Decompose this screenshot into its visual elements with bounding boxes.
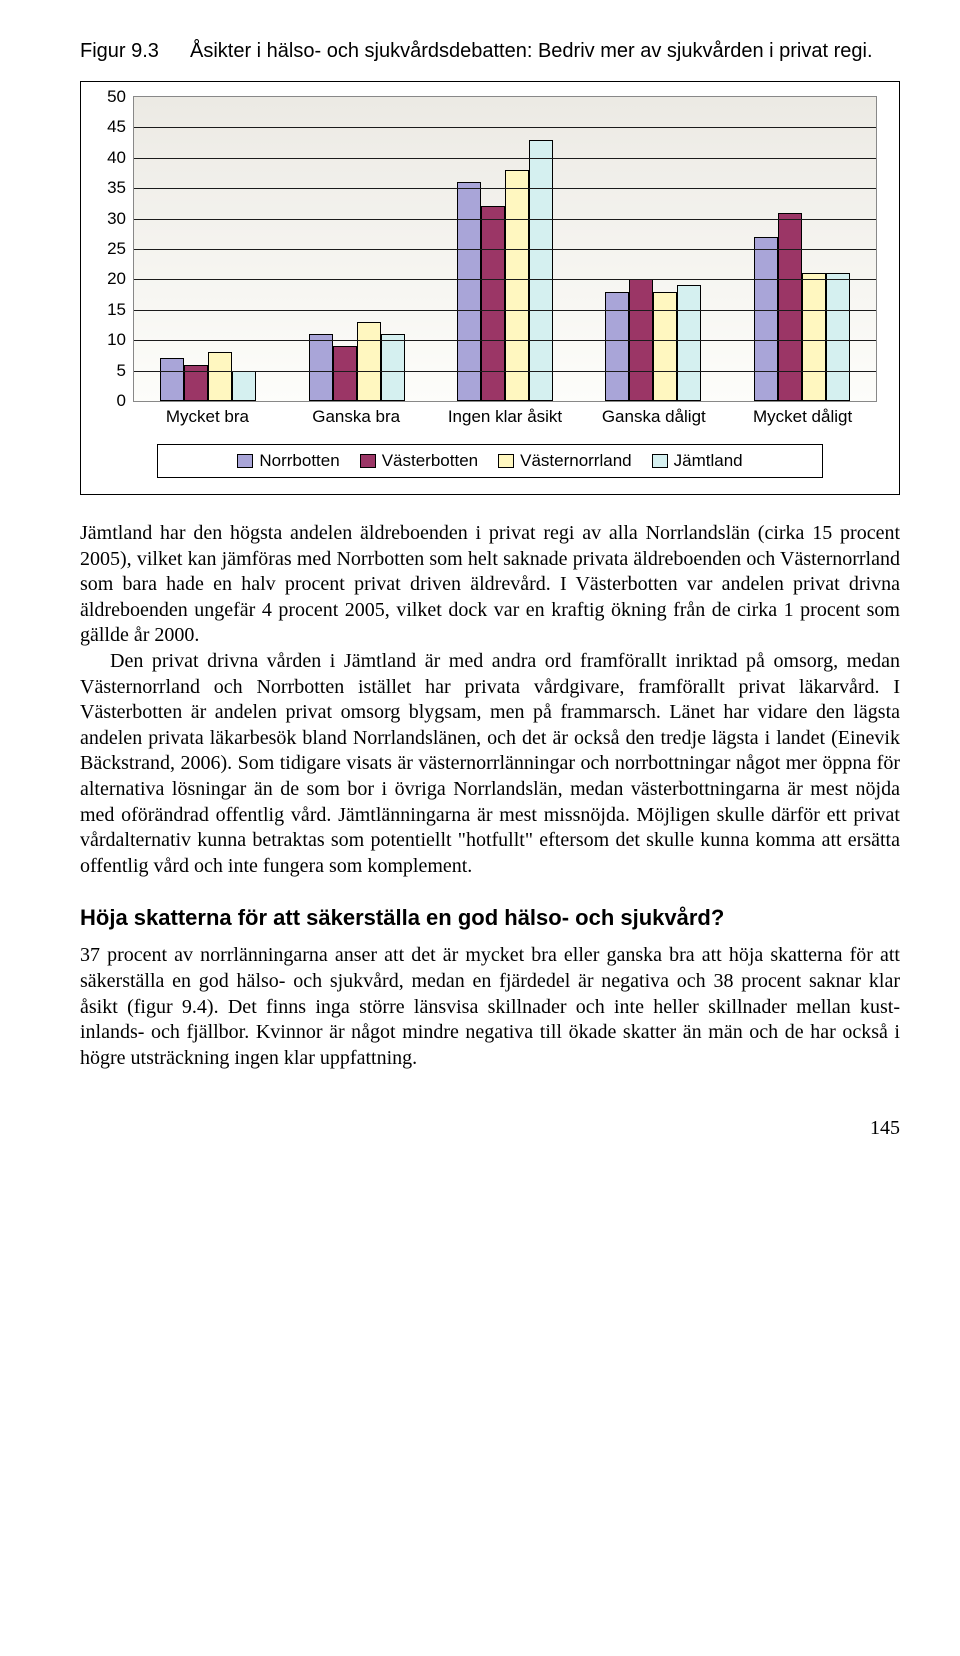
- y-tick-label: 20: [107, 269, 126, 289]
- chart-bar: [778, 213, 802, 401]
- chart-bar: [309, 334, 333, 401]
- chart-bar: [381, 334, 405, 401]
- chart-bar: [232, 371, 256, 401]
- y-tick-label: 5: [117, 361, 126, 381]
- legend-swatch: [498, 454, 514, 468]
- subheading: Höja skatterna för att säkerställa en go…: [80, 905, 900, 931]
- y-tick-label: 50: [107, 87, 126, 107]
- y-tick-label: 40: [107, 148, 126, 168]
- x-tick-label: Mycket dåligt: [728, 404, 877, 427]
- body-text-block-2: 37 procent av norrlänningarna anser att …: [80, 943, 900, 1071]
- chart-container: 05101520253035404550 Mycket braGanska br…: [80, 81, 900, 495]
- legend-swatch: [360, 454, 376, 468]
- chart-plot: 05101520253035404550 Mycket braGanska br…: [133, 96, 877, 426]
- paragraph-1: Jämtland har den högsta andelen äldreboe…: [80, 521, 900, 649]
- legend-swatch: [652, 454, 668, 468]
- paragraph-3: 37 procent av norrlänningarna anser att …: [80, 943, 900, 1071]
- y-tick-label: 45: [107, 117, 126, 137]
- chart-gridline: [134, 158, 876, 159]
- y-tick-label: 30: [107, 209, 126, 229]
- chart-bar: [653, 292, 677, 401]
- chart-gridline: [134, 371, 876, 372]
- chart-bar: [160, 358, 184, 401]
- y-tick-label: 25: [107, 239, 126, 259]
- chart-bar: [457, 182, 481, 401]
- chart-bar: [357, 322, 381, 401]
- x-tick-label: Mycket bra: [133, 404, 282, 427]
- x-axis-labels: Mycket braGanska braIngen klar åsiktGans…: [133, 404, 877, 427]
- figure-title: Åsikter i hälso- och sjukvårdsdebatten: …: [190, 40, 900, 63]
- chart-bar: [677, 285, 701, 401]
- chart-bar: [826, 273, 850, 401]
- x-tick-label: Ganska dåligt: [579, 404, 728, 427]
- legend-label: Västerbotten: [382, 451, 478, 471]
- y-tick-label: 35: [107, 178, 126, 198]
- y-tick-label: 0: [117, 391, 126, 411]
- x-tick-label: Ingen klar åsikt: [431, 404, 580, 427]
- legend-item: Norrbotten: [237, 451, 339, 471]
- figure-label: Figur 9.3: [80, 40, 190, 63]
- chart-gridline: [134, 279, 876, 280]
- chart-bar: [208, 352, 232, 401]
- legend-item: Västerbotten: [360, 451, 478, 471]
- chart-bar: [802, 273, 826, 401]
- chart-gridline: [134, 340, 876, 341]
- chart-bar: [529, 140, 553, 401]
- chart-gridline: [134, 249, 876, 250]
- paragraph-2: Den privat drivna vården i Jämtland är m…: [80, 649, 900, 879]
- body-text-block-1: Jämtland har den högsta andelen äldreboe…: [80, 521, 900, 879]
- chart-bar: [333, 346, 357, 401]
- chart-bar: [754, 237, 778, 401]
- legend-label: Västernorrland: [520, 451, 632, 471]
- figure-caption: Figur 9.3 Åsikter i hälso- och sjukvårds…: [80, 40, 900, 63]
- chart-gridline: [134, 310, 876, 311]
- y-tick-label: 10: [107, 330, 126, 350]
- page-number: 145: [80, 1117, 900, 1140]
- legend-item: Jämtland: [652, 451, 743, 471]
- legend-label: Norrbotten: [259, 451, 339, 471]
- chart-bar: [605, 292, 629, 401]
- plot-area: 05101520253035404550: [133, 96, 877, 402]
- chart-gridline: [134, 127, 876, 128]
- chart-gridline: [134, 188, 876, 189]
- chart-bar: [505, 170, 529, 401]
- legend-label: Jämtland: [674, 451, 743, 471]
- legend-item: Västernorrland: [498, 451, 632, 471]
- chart-bar: [481, 206, 505, 401]
- chart-legend: Norrbotten Västerbotten Västernorrland Jämt…: [157, 444, 823, 478]
- y-tick-label: 15: [107, 300, 126, 320]
- legend-swatch: [237, 454, 253, 468]
- x-tick-label: Ganska bra: [282, 404, 431, 427]
- chart-gridline: [134, 219, 876, 220]
